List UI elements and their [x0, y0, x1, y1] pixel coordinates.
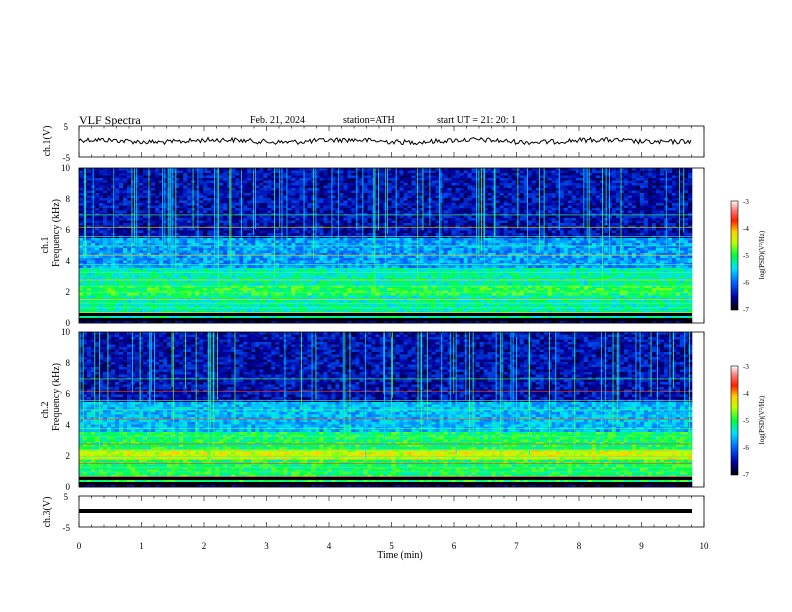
ch2-colorbar-tick-m3: -3 — [743, 363, 749, 371]
xtick-1: 1 — [139, 541, 144, 551]
ch1-channel-label: ch.1 — [40, 237, 51, 254]
ch3-ytick-top: 5 — [64, 492, 69, 502]
ch3-ytick-bottom: -5 — [63, 523, 71, 533]
ch1-ytick-top: 5 — [64, 122, 69, 132]
ch1-waveform-panel: 5 -5 ch.1(V) — [42, 122, 705, 163]
ch1-ytick-0: 0 — [66, 318, 71, 328]
ch3-waveform-band — [79, 509, 692, 513]
start-ut-label: start UT = 21: 20: 1 — [437, 115, 517, 126]
ch1-colorbar-tick-m6: -6 — [743, 279, 749, 287]
ch1-colorbar: -3 -4 -5 -6 -7 log(PSD)(V²/Hz) — [730, 198, 766, 314]
xtick-3: 3 — [264, 541, 269, 551]
ch1-spectrogram-panel: 10 8 6 4 2 0 ch.1 Frequency (kHz) -3 -4 … — [40, 163, 766, 328]
ch1-colorbar-tick-m3: -3 — [743, 198, 749, 206]
ch2-spectrogram-image — [79, 332, 693, 488]
ch2-channel-label: ch.2 — [40, 402, 51, 419]
ch1-spectrogram-image — [79, 168, 693, 324]
xtick-6: 6 — [452, 541, 457, 551]
ch2-colorbar: -3 -4 -5 -6 -7 log(PSD)(V²/Hz) — [730, 363, 766, 479]
ch1-spectrogram-ticks — [78, 168, 705, 323]
ch1-ticks — [78, 126, 705, 157]
ch2-frequency-tick-labels: 10 8 6 4 2 0 — [61, 327, 71, 492]
ch2-spectrogram-ticks — [78, 332, 705, 487]
ch1-colorbar-tick-m4: -4 — [743, 225, 749, 233]
ch3-ticks — [78, 496, 705, 527]
ch1-waveform-line — [78, 136, 692, 146]
date-label: Feb. 21, 2024 — [250, 115, 305, 126]
ch2-ytick-6: 6 — [66, 389, 71, 399]
ch1-frequency-tick-labels: 10 8 6 4 2 0 — [61, 163, 71, 328]
ch2-ytick-10: 10 — [61, 327, 71, 337]
ch1-ylabel: ch.1(V) — [42, 126, 53, 157]
ch1-ytick-8: 8 — [66, 194, 71, 204]
xtick-9: 9 — [639, 541, 644, 551]
xtick-5: 5 — [389, 541, 394, 551]
station-label: station=ATH — [343, 115, 395, 126]
ch2-frequency-axis-label: Frequency (kHz) — [51, 363, 62, 431]
ch2-colorbar-tick-m6: -6 — [743, 444, 749, 452]
ch1-colorbar-tick-m5: -5 — [743, 252, 749, 260]
xtick-8: 8 — [577, 541, 582, 551]
ch1-colorbar-gradient — [730, 200, 739, 311]
xtick-7: 7 — [514, 541, 519, 551]
xtick-4: 4 — [327, 541, 332, 551]
ch1-ytick-bottom: -5 — [63, 153, 71, 163]
ch1-ytick-4: 4 — [66, 256, 71, 266]
ch1-colorbar-tick-m7: -7 — [743, 306, 749, 314]
ch3-waveform-panel: 5 -5 ch.3(V) — [42, 492, 705, 533]
ch2-colorbar-label: log(PSD)(V²/Hz) — [758, 395, 766, 444]
ch3-ylabel: ch.3(V) — [42, 497, 53, 528]
xtick-10: 10 — [700, 541, 710, 551]
ch2-colorbar-tick-m7: -7 — [743, 471, 749, 479]
ch1-frequency-axis-label: Frequency (kHz) — [51, 199, 62, 267]
xtick-0: 0 — [77, 541, 82, 551]
xaxis-label: Time (min) — [377, 550, 422, 561]
chart-title: VLF Spectra — [79, 113, 141, 127]
ch1-colorbar-label: log(PSD)(V²/Hz) — [758, 230, 766, 279]
ch2-ytick-4: 4 — [66, 420, 71, 430]
ch1-ytick-2: 2 — [66, 287, 71, 297]
ch1-ytick-6: 6 — [66, 225, 71, 235]
ch2-colorbar-tick-m4: -4 — [743, 390, 749, 398]
ch2-ytick-2: 2 — [66, 451, 71, 461]
ch2-colorbar-gradient — [730, 365, 739, 476]
ch2-colorbar-tick-m5: -5 — [743, 417, 749, 425]
time-axis: 0 1 2 3 4 5 6 7 8 9 10 Time (min) — [77, 541, 709, 561]
ch1-ytick-10: 10 — [61, 163, 71, 173]
ch2-spectrogram-panel: 10 8 6 4 2 0 ch.2 Frequency (kHz) -3 -4 … — [40, 327, 766, 492]
ch2-ytick-0: 0 — [66, 482, 71, 492]
ch2-ytick-8: 8 — [66, 358, 71, 368]
xtick-2: 2 — [202, 541, 207, 551]
